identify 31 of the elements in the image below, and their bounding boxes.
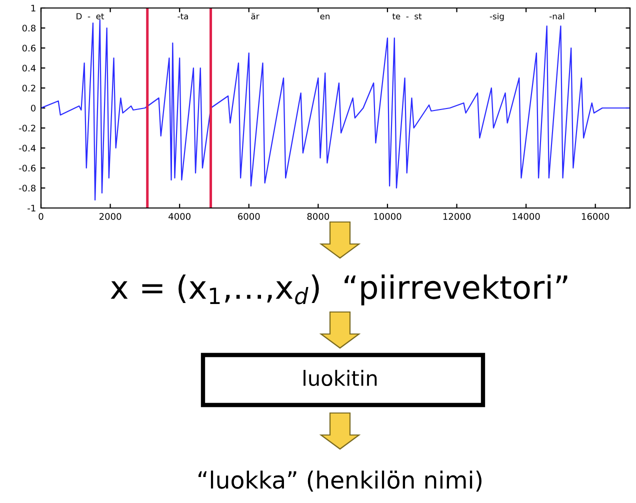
line-series [41,19,630,201]
y-tick-label: 1 [31,4,36,12]
annotation: -nal [550,12,564,20]
y-tick-label: 0 [30,104,36,112]
y-tick-label: -0.4 [18,144,36,152]
y-tick-label: 0.6 [22,44,36,52]
y-tick-label: -0.2 [18,124,36,132]
y-tick-label: 0.4 [22,64,36,72]
x-tick-label: 4000 [168,213,190,220]
y-tick-label: 0.8 [22,24,36,32]
y-tick-label: -1 [28,204,36,212]
x-tick-label: 12000 [443,213,471,220]
y-tick-label: 0.2 [22,84,36,92]
text: “luokka” (henkilön nimi) [198,470,482,492]
x-tick-label: 6000 [238,213,260,220]
x-tick-label: 8000 [307,213,330,220]
text: luokitin [304,370,377,386]
annotation: -sig [490,12,504,22]
annotation: är [251,12,260,20]
y-tick-label: -0.6 [18,164,36,172]
x-tick-label: 14000 [512,213,540,220]
x-tick-label: 16000 [582,213,610,220]
text: x = (x$_{1}$,…,x$_{d}$) “piirrevektori” [110,274,568,306]
annotation: te - st [392,13,422,20]
x-tick-label: 0 [38,213,44,220]
annotation: en [320,14,330,20]
annotation: D - et [76,13,104,20]
x-tick-label: 2000 [99,213,122,220]
x-tick-label: 10000 [374,213,402,220]
annotation: -ta [178,13,188,20]
y-tick-label: -0.8 [18,184,36,192]
